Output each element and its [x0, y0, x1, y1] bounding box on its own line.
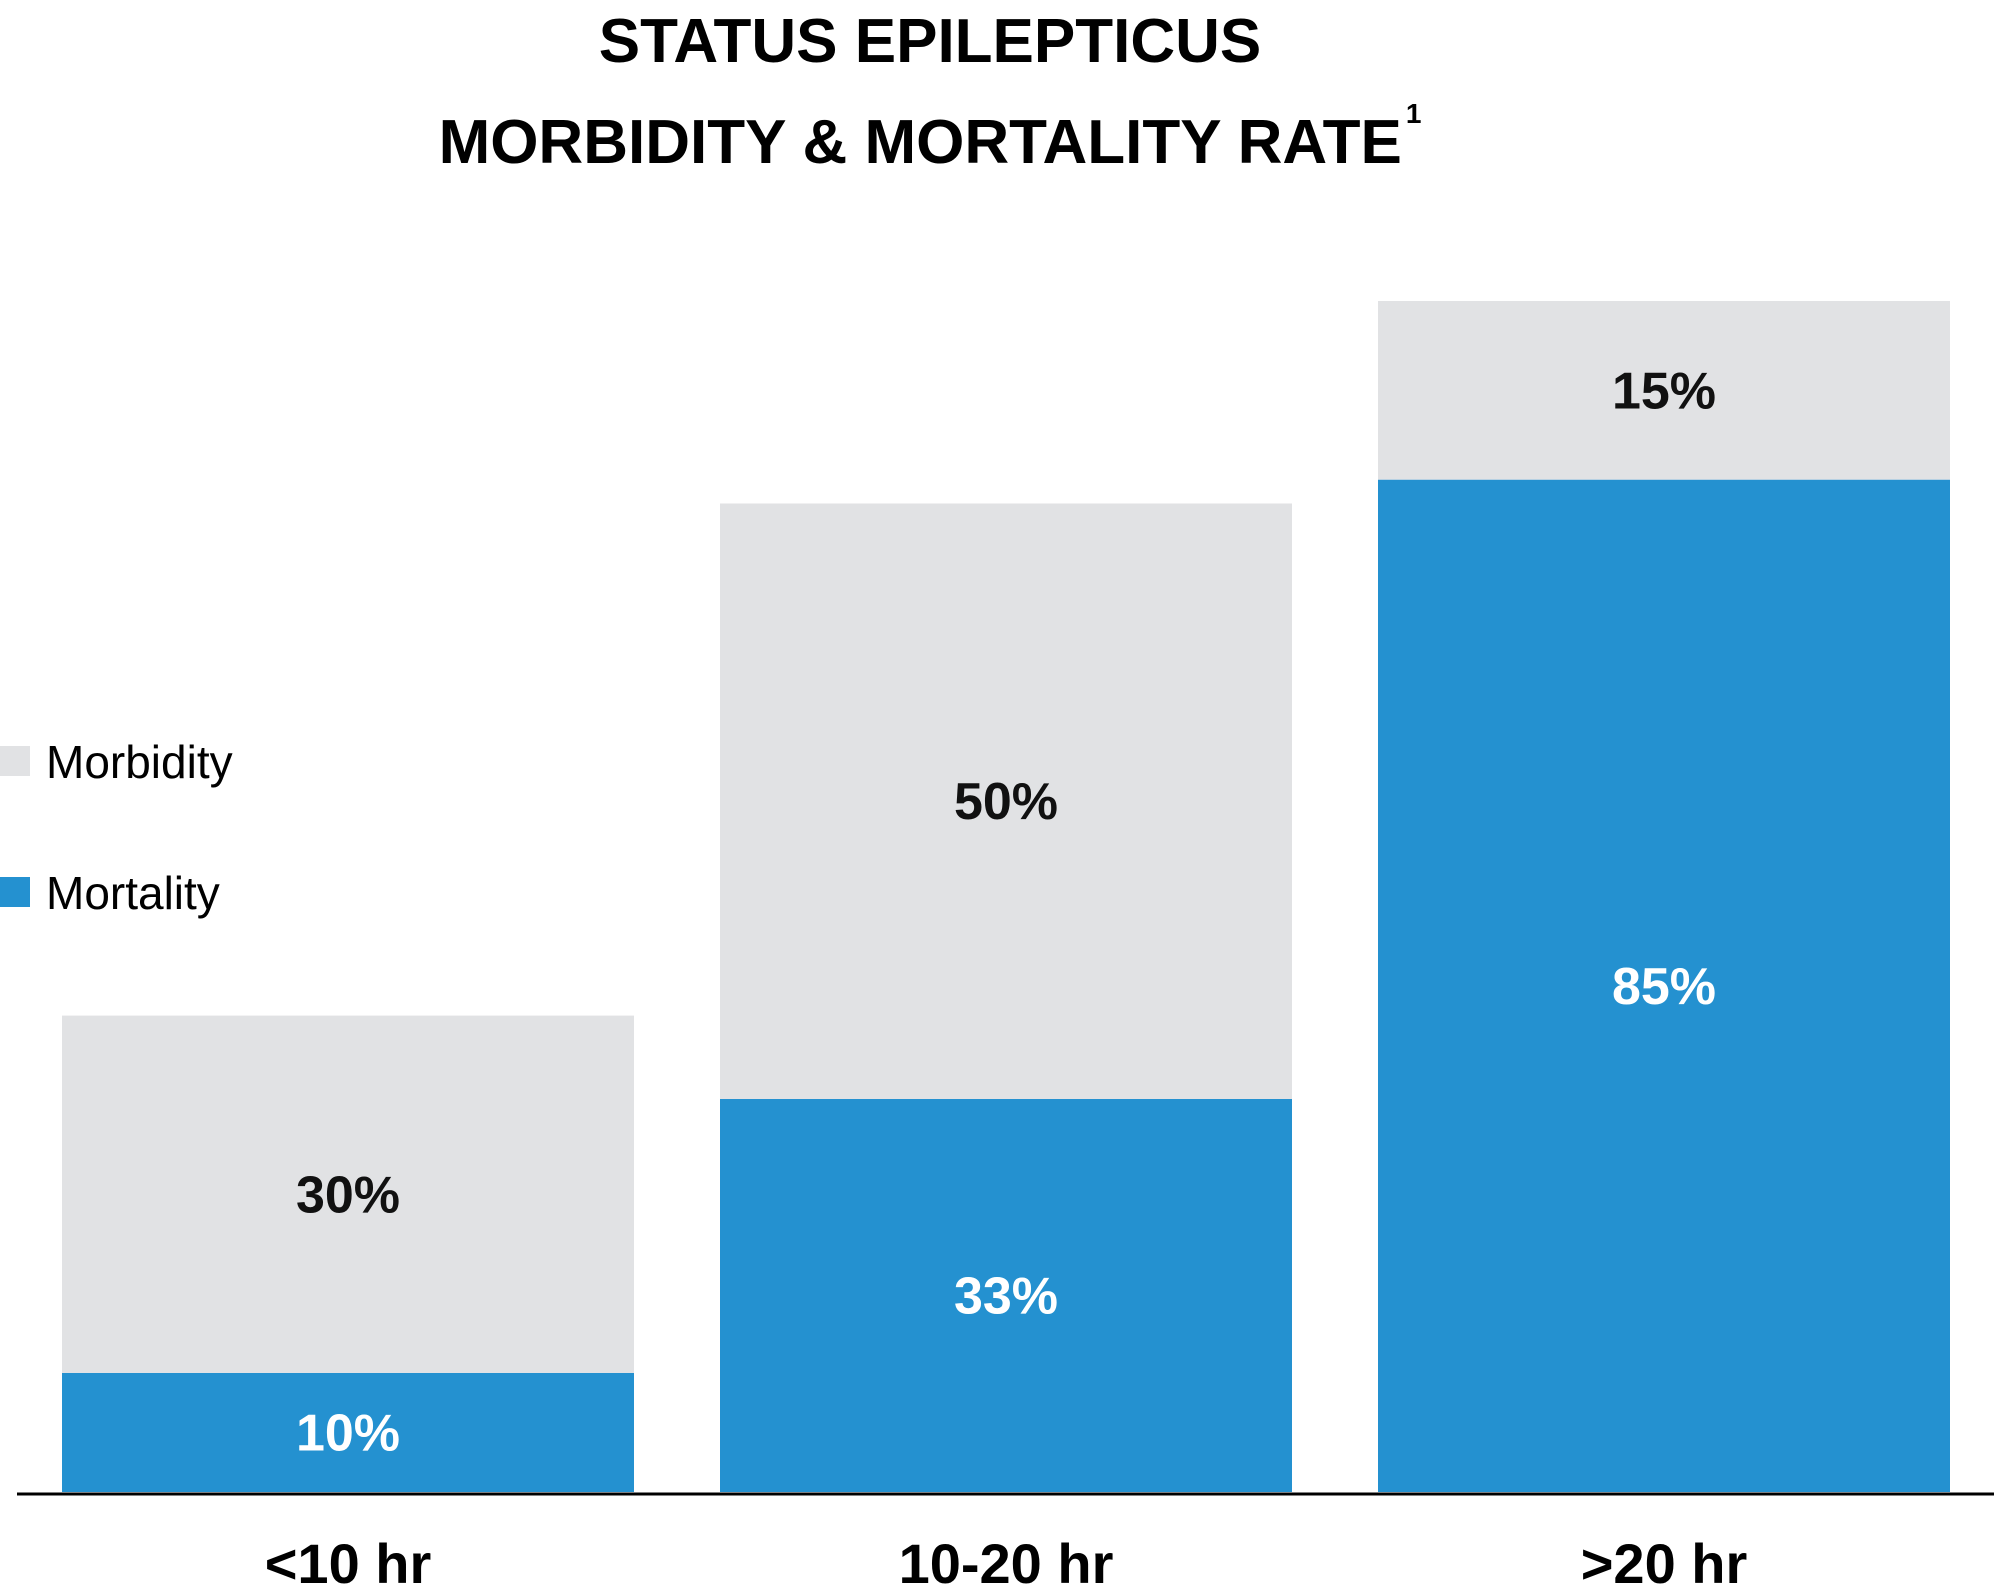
category-labels-group: <10 hr 10-20 hr >20 hr: [265, 1532, 1748, 1595]
legend: Morbidity Mortality: [0, 736, 233, 919]
category-label-2: 10-20 hr: [899, 1532, 1114, 1595]
bar-mortality-3: [1378, 479, 1950, 1492]
value-label-morbidity-1: 30%: [296, 1166, 400, 1224]
value-label-morbidity-2: 50%: [954, 773, 1058, 831]
legend-swatch-morbidity: [0, 746, 30, 776]
chart-title-line-2-text: MORBIDITY & MORTALITY RATE: [439, 108, 1402, 177]
chart-title-superscript: 1: [1406, 98, 1422, 129]
value-label-morbidity-3: 15%: [1612, 362, 1716, 420]
bar-morbidity-3: [1378, 301, 1950, 480]
category-label-3: >20 hr: [1581, 1532, 1748, 1595]
bar-mortality-2: [720, 1098, 1292, 1492]
value-label-mortality-1: 10%: [296, 1404, 400, 1462]
value-label-mortality-2: 33%: [954, 1267, 1058, 1325]
bar-morbidity-1: [62, 1015, 634, 1373]
category-label-1: <10 hr: [265, 1532, 432, 1595]
legend-label-morbidity: Morbidity: [46, 736, 233, 788]
bars-group: [62, 301, 1950, 1492]
value-label-mortality-3: 85%: [1612, 958, 1716, 1016]
bar-mortality-1: [62, 1372, 634, 1492]
bar-morbidity-2: [720, 503, 1292, 1099]
chart-title-line-1: STATUS EPILEPTICUS: [599, 7, 1262, 76]
legend-label-mortality: Mortality: [46, 867, 220, 919]
legend-swatch-mortality: [0, 877, 30, 907]
value-labels-group: 10% 30% 33% 50% 85% 15%: [296, 362, 1716, 1462]
chart-title-line-2: MORBIDITY & MORTALITY RATE 1: [439, 98, 1422, 177]
